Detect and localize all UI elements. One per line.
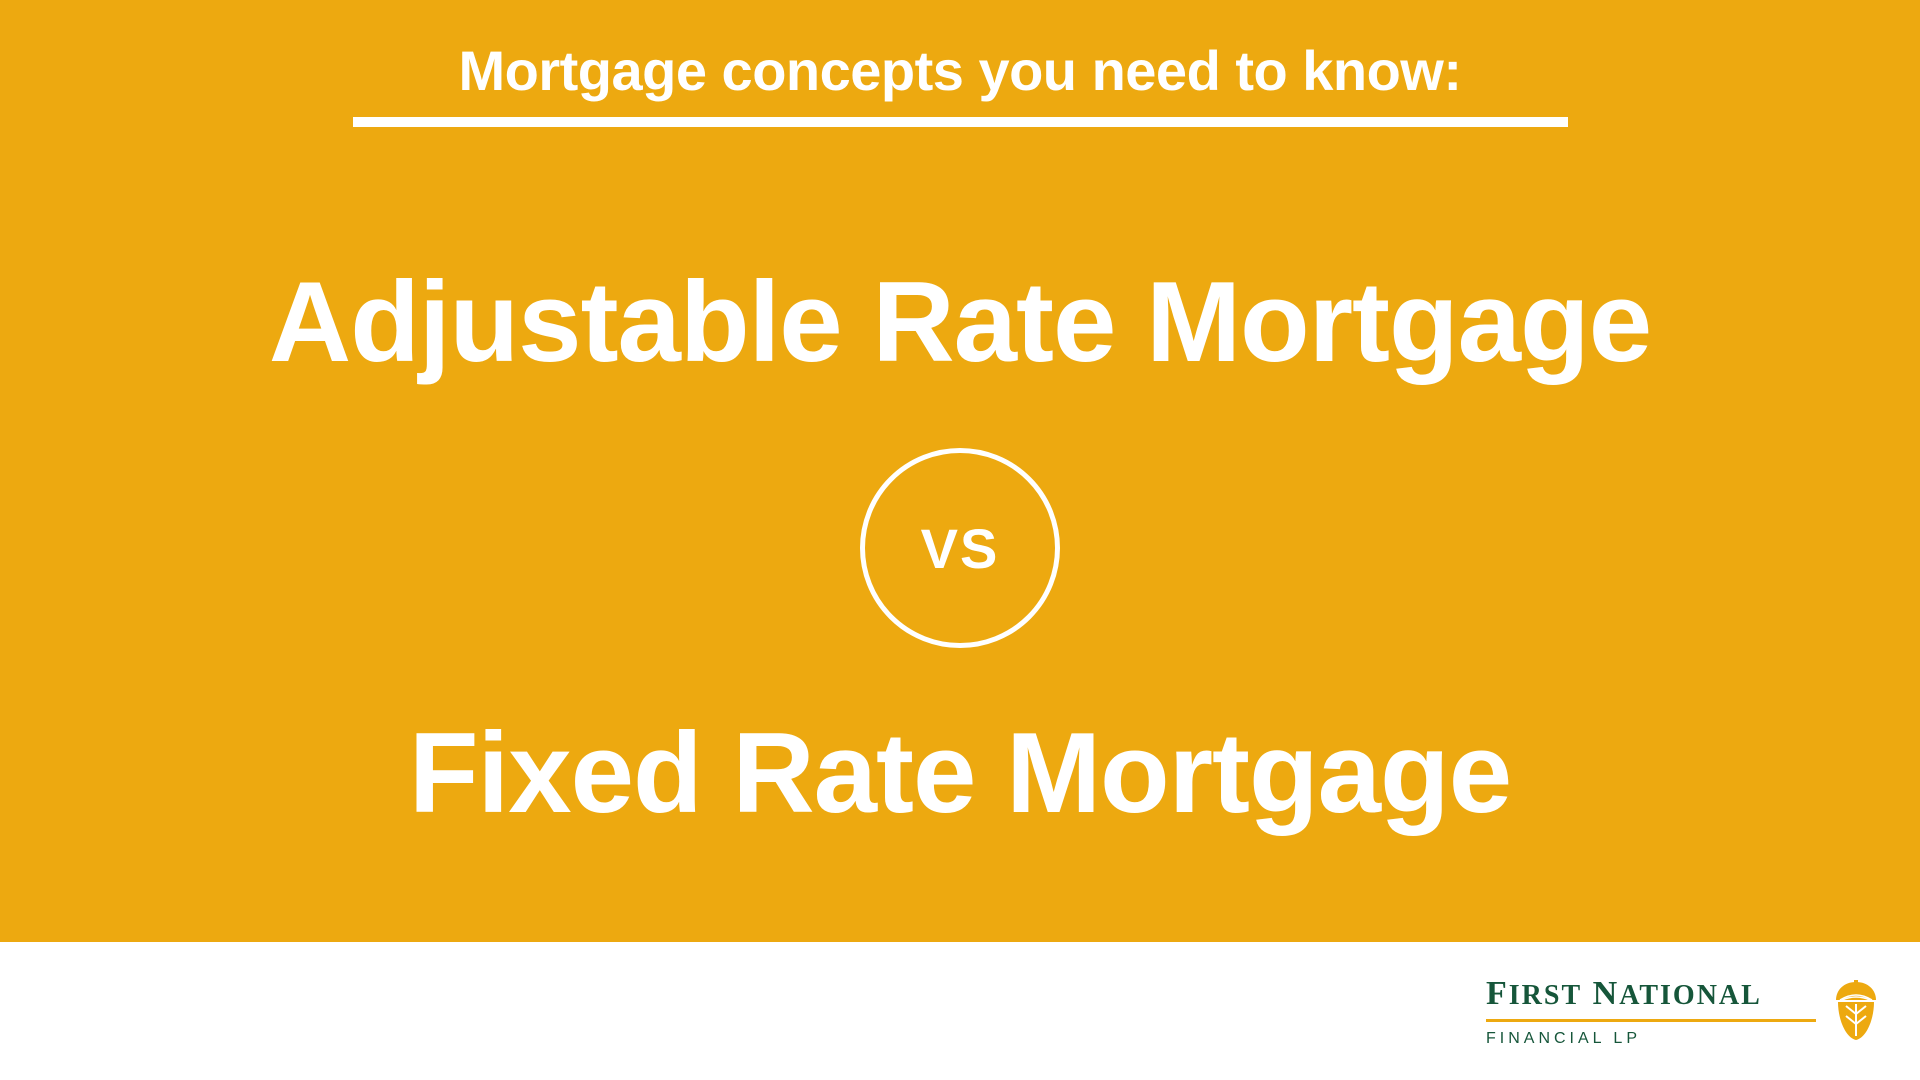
vs-circle: VS bbox=[860, 448, 1060, 648]
option-a-label: Adjustable Rate Mortgage bbox=[269, 257, 1651, 388]
option-b-label: Fixed Rate Mortgage bbox=[409, 708, 1511, 839]
main-panel: Mortgage concepts you need to know: Adju… bbox=[0, 0, 1920, 942]
brand-name-line2: FINANCIAL LP bbox=[1486, 1030, 1641, 1048]
brand-text-column: FIRST NATIONAL FINANCIAL LP bbox=[1486, 975, 1816, 1048]
heading-underline bbox=[353, 117, 1568, 127]
acorn-icon bbox=[1830, 980, 1882, 1042]
slide-root: Mortgage concepts you need to know: Adju… bbox=[0, 0, 1920, 1080]
brand-rule bbox=[1486, 1019, 1816, 1022]
brand-name-line1: FIRST NATIONAL bbox=[1486, 975, 1762, 1013]
brand-logo: FIRST NATIONAL FINANCIAL LP bbox=[1486, 975, 1882, 1048]
footer-bar: FIRST NATIONAL FINANCIAL LP bbox=[0, 942, 1920, 1080]
slide-heading: Mortgage concepts you need to know: bbox=[458, 38, 1461, 103]
heading-block: Mortgage concepts you need to know: bbox=[353, 38, 1568, 127]
vs-label: VS bbox=[921, 516, 1000, 581]
